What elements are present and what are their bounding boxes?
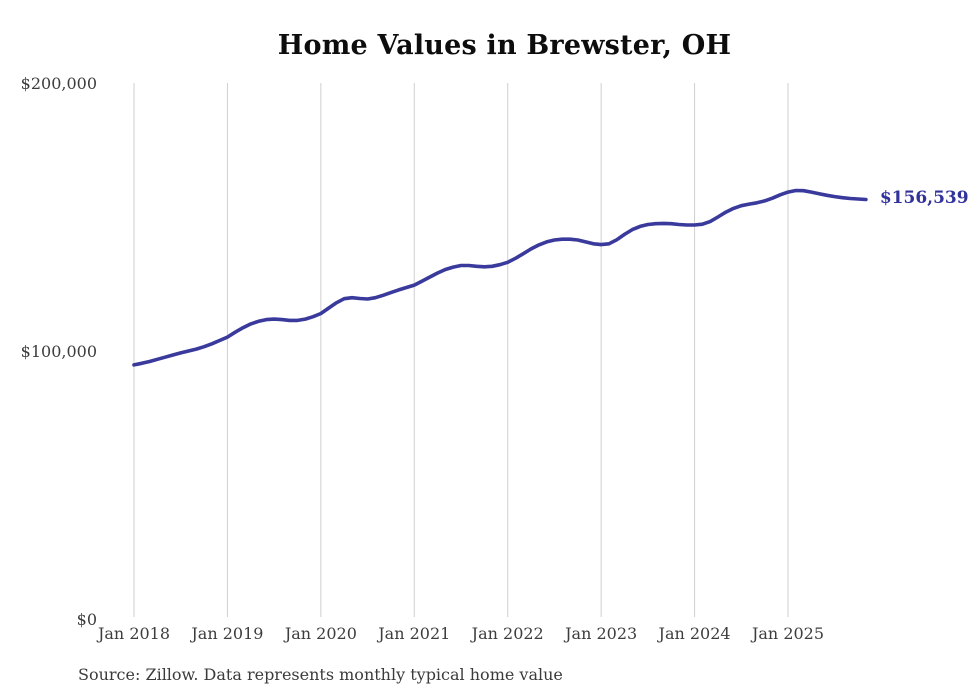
source-note: Source: Zillow. Data represents monthly … [78,665,563,684]
y-tick-label: $100,000 [20,342,97,361]
x-tick-label: Jan 2022 [471,624,544,643]
x-tick-label: Jan 2020 [284,624,357,643]
home-value-line [132,188,868,367]
x-tick-label: Jan 2019 [191,624,264,643]
y-tick-label: $200,000 [20,74,97,93]
y-tick-label: $0 [76,610,97,629]
x-tick-label: Jan 2021 [378,624,451,643]
series-end-value-label: $156,539 [879,188,969,209]
chart-title: Home Values in Brewster, OH [277,30,732,61]
x-tick-label: Jan 2023 [565,624,638,643]
x-tick-label: Jan 2025 [751,624,825,643]
x-tick-label: Jan 2018 [97,624,171,643]
x-tick-label: Jan 2024 [658,624,731,643]
